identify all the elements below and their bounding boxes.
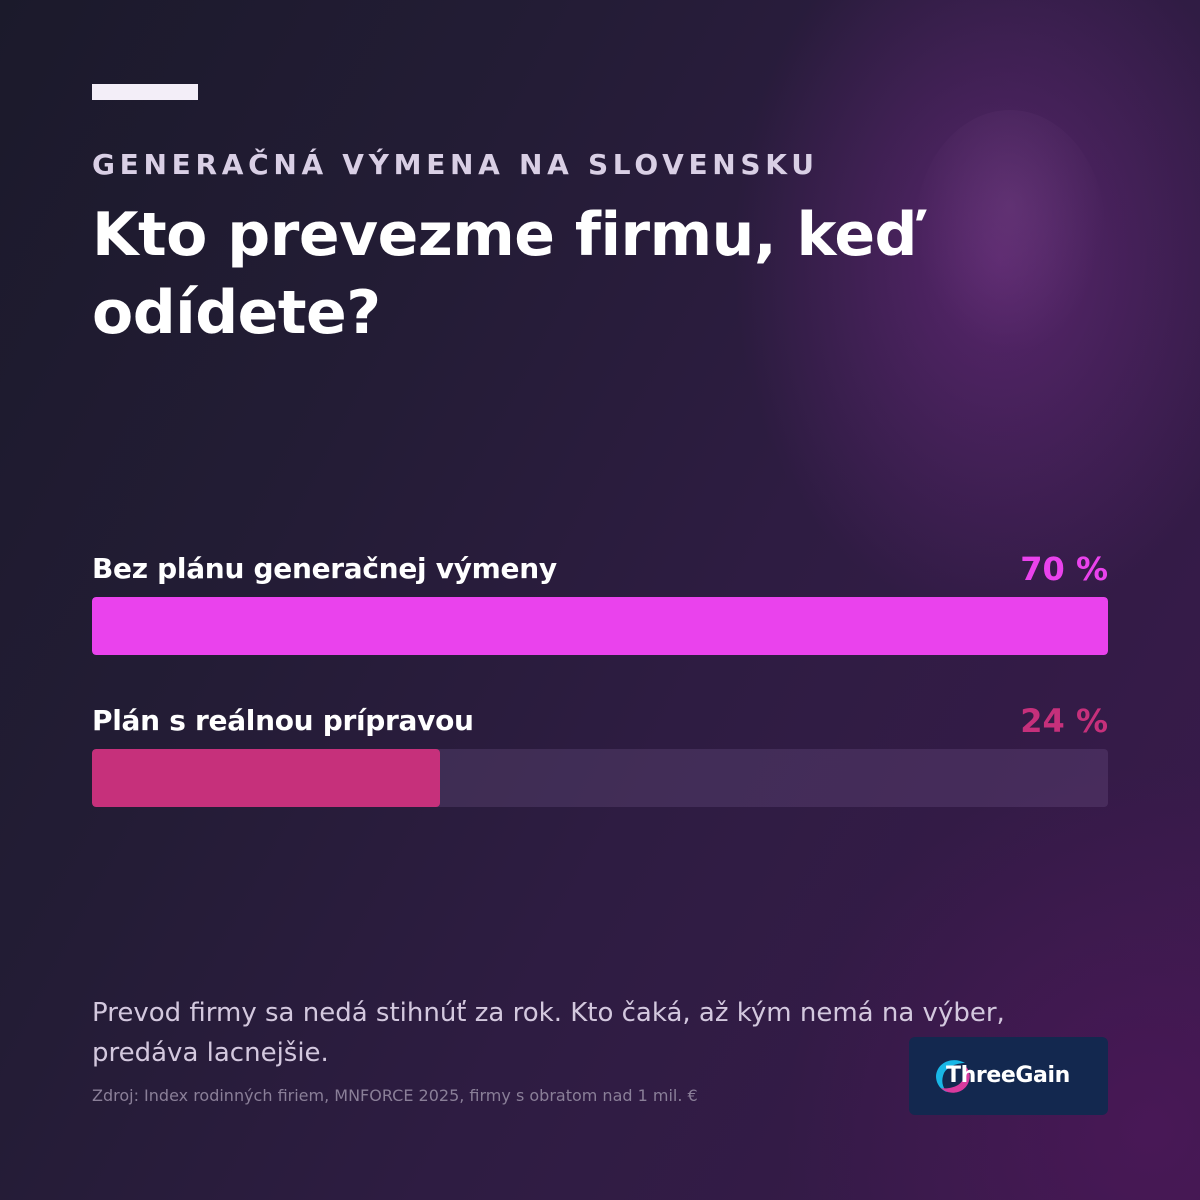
bar-chart: Bez plánu generačnej výmeny 70 % Plán s … bbox=[92, 549, 1108, 809]
bar-label-real-plan: Plán s reálnou prípravou bbox=[92, 704, 474, 737]
footnote-text: Prevod firmy sa nedá stihnúť za rok. Kto… bbox=[92, 998, 1005, 1068]
eyebrow-heading: GENERAČNÁ VÝMENA NA SLOVENSKU bbox=[92, 148, 819, 181]
page-title: Kto prevezme firmu, keď odídete? bbox=[92, 200, 917, 348]
logo-wordmark: ThreeGain bbox=[946, 1063, 1070, 1088]
bar-real-plan bbox=[92, 749, 440, 807]
accent-bar bbox=[92, 84, 198, 100]
bar-track-real-plan bbox=[92, 749, 1108, 807]
source-citation: Zdroj: Index rodinných firiem, MNFORCE 2… bbox=[92, 1086, 698, 1105]
bar-value-no-plan: 70 % bbox=[1020, 550, 1108, 588]
threegain-swirl-icon bbox=[936, 1060, 970, 1093]
bar-no-plan bbox=[92, 597, 1108, 655]
bar-value-real-plan: 24 % bbox=[1020, 702, 1108, 740]
brand-logo: ThreeGain bbox=[909, 1037, 1108, 1115]
bar-track-no-plan bbox=[92, 597, 1108, 655]
bar-label-no-plan: Bez plánu generačnej výmeny bbox=[92, 552, 557, 585]
